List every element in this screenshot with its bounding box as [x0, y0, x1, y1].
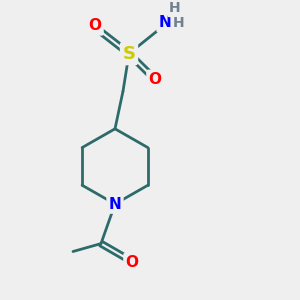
Text: H: H [173, 16, 185, 30]
Text: O: O [125, 255, 139, 270]
Text: N: N [159, 15, 171, 30]
Text: H: H [169, 1, 181, 15]
Text: N: N [109, 196, 122, 211]
Text: O: O [88, 18, 101, 33]
Text: O: O [148, 72, 161, 87]
Text: S: S [122, 45, 136, 63]
